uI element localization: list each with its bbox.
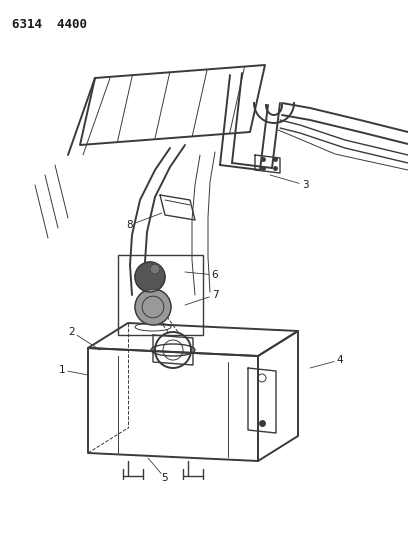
Text: 7: 7 <box>212 290 218 300</box>
Text: 6314  4400: 6314 4400 <box>12 18 87 31</box>
Text: 8: 8 <box>127 220 133 230</box>
Text: 3: 3 <box>302 180 308 190</box>
Circle shape <box>150 264 160 274</box>
Circle shape <box>135 262 165 292</box>
Text: 5: 5 <box>162 473 169 483</box>
Text: 6: 6 <box>212 270 218 280</box>
Text: 2: 2 <box>69 327 75 337</box>
Circle shape <box>135 289 171 325</box>
Bar <box>118 255 203 335</box>
Text: 4: 4 <box>337 355 343 365</box>
Text: 1: 1 <box>59 365 65 375</box>
